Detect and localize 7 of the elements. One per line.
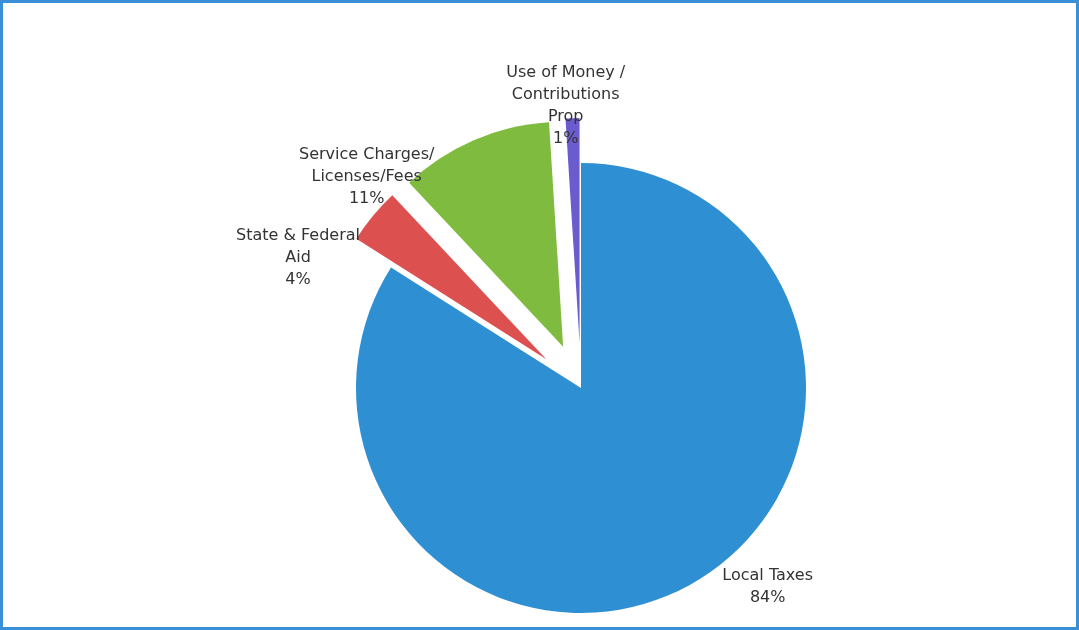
- data-label: 4%: [285, 268, 311, 288]
- slice-label: Use of Money / Contributions Prop: [506, 61, 626, 125]
- slice-label: State & Federal Aid: [236, 224, 361, 266]
- data-label: 84%: [749, 586, 786, 606]
- data-label: 11%: [348, 188, 385, 208]
- slice-label: Local Taxes: [722, 564, 813, 584]
- slice-label: Service Charges/ Licenses/Fees: [299, 144, 435, 186]
